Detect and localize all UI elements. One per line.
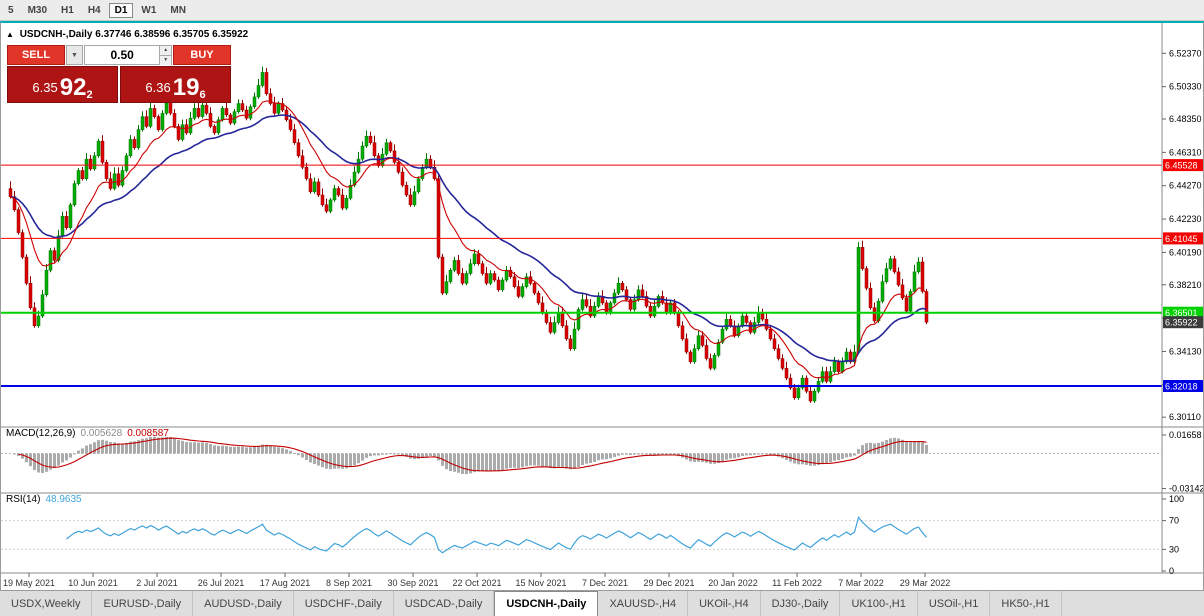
symbol-tab-dj30daily[interactable]: DJ30-,Daily [761,591,841,616]
ohlc-close: 6.35922 [212,29,249,40]
collapse-trade-panel-icon[interactable]: ▲ [6,30,14,39]
date-axis-label: 29 Mar 2022 [900,578,951,588]
main-chart-canvas[interactable]: 6.52370 6.50330 6.48350 6.46310 6.44270 6.422… [1,23,1203,588]
symbol-tab-audusddaily[interactable]: AUDUSD-,Daily [193,591,294,616]
ohlc-open: 6.37746 [95,29,132,40]
symbol-tab-usoilh1[interactable]: USOil-,H1 [918,591,991,616]
timeframe-button-mn[interactable]: MN [170,4,186,16]
sell-price-prefix: 6.35 [32,80,58,95]
buy-price-pips: 19 [172,74,200,101]
timeframe-button-d1[interactable]: D1 [108,2,134,18]
volume-up-button[interactable]: ▲ [160,46,171,56]
rsi-axis-label: 30 [1169,544,1179,554]
macd-signal-value: 0.008587 [127,428,169,439]
ohlc-high: 6.38596 [134,29,171,40]
date-axis-label: 19 May 2021 [3,578,55,588]
price-tag [1163,232,1203,245]
macd-signal-line [18,437,927,472]
symbol-tab-usdcnhdaily[interactable]: USDCNH-,Daily [494,591,599,616]
volume-box: ▲ ▼ [84,45,172,65]
rsi-line [66,516,927,554]
volume-down-button[interactable]: ▼ [160,56,171,65]
symbol-tab-ukoilh4[interactable]: UKOil-,H4 [688,591,761,616]
rsi-axis-label: 100 [1169,494,1184,504]
y-axis-label: 6.42230 [1169,214,1202,224]
order-type-dropdown[interactable]: ▼ [66,45,83,65]
price-tag [1163,159,1203,172]
symbol-tab-usdxweekly[interactable]: USDX,Weekly [0,591,93,616]
date-axis-label: 7 Dec 2021 [582,578,628,588]
date-axis-label: 22 Oct 2021 [452,578,501,588]
macd-axis-label: -0.03142 [1169,484,1203,494]
rsi-axis-label: 0 [1169,566,1174,576]
macd-indicator-label: MACD(12,26,9) 0.005628 0.008587 [6,428,169,439]
sell-price-pips: 92 [59,74,87,101]
price-tag [1163,316,1203,329]
buy-price-point: 6 [199,89,206,101]
symbol-tab-hk50h1[interactable]: HK50-,H1 [990,591,1062,616]
ma-fast-line [10,100,927,379]
macd-histogram [13,436,928,475]
symbol-tab-bar: USDX,Weekly EURUSD-,Daily AUDUSD-,Daily USD… [0,590,1204,616]
macd-name: MACD(12,26,9) [6,428,76,439]
y-axis-label: 6.48350 [1169,114,1202,124]
macd-main-value: 0.005628 [80,428,123,439]
date-axis-label: 30 Sep 2021 [387,578,438,588]
ohlc-low: 6.35705 [173,29,210,40]
symbol-tab-eurusddaily[interactable]: EURUSD-,Daily [92,591,194,616]
timeframe-button-m30[interactable]: M30 [27,4,48,16]
y-axis-label: 6.38210 [1169,280,1202,290]
date-axis-label: 15 Nov 2021 [515,578,566,588]
symbol-tab-usdcaddaily[interactable]: USDCAD-,Daily [394,591,495,616]
rsi-axis-label: 70 [1169,516,1179,526]
price-tag-label: 6.35922 [1165,318,1198,328]
rsi-value: 48.9635 [45,494,82,505]
one-click-trade-panel: SELL ▼ ▲ ▼ BUY 6.35 92 2 6.36 19 6 [7,45,231,103]
y-axis-label: 6.40190 [1169,247,1202,257]
y-axis-label: 6.52370 [1169,48,1202,58]
price-tag [1163,380,1203,392]
date-axis-label: 11 Feb 2022 [772,578,822,588]
timeframe-button-5[interactable]: 5 [8,4,14,16]
buy-price-prefix: 6.36 [145,80,171,95]
y-axis-label: 6.46310 [1169,147,1202,157]
chart-window[interactable]: 6.52370 6.50330 6.48350 6.46310 6.44270 6.422… [0,21,1204,590]
price-tag-label: 6.32018 [1165,381,1198,391]
date-axis-label: 26 Jul 2021 [198,578,245,588]
timeframe-button-w1[interactable]: W1 [141,4,157,16]
buy-button[interactable]: BUY [173,45,231,65]
timeframe-button-h1[interactable]: H1 [61,4,74,16]
y-axis-label: 6.34130 [1169,346,1202,356]
rsi-indicator-label: RSI(14) 48.9635 [6,494,82,505]
sell-price-point: 2 [86,89,93,101]
price-tag-label: 6.41045 [1165,234,1198,244]
macd-axis-label: 0.01658 [1169,430,1202,440]
chart-symbol-label: USDCNH-,Daily [19,29,93,40]
rsi-name: RSI(14) [6,494,41,505]
sell-price-display[interactable]: 6.35 92 2 [7,66,118,103]
timeframe-toolbar: 5 M30 H1 H4 D1 W1 MN [0,0,1204,21]
y-axis-label: 6.30110 [1169,412,1201,422]
symbol-tab-uk100h1[interactable]: UK100-,H1 [840,591,918,616]
price-tag-label: 6.45528 [1165,161,1198,171]
y-axis-label: 6.44270 [1169,181,1202,191]
symbol-tab-usdchfdaily[interactable]: USDCHF-,Daily [294,591,394,616]
buy-price-display[interactable]: 6.36 19 6 [120,66,231,103]
date-axis-label: 20 Jan 2022 [708,578,758,588]
date-axis-label: 17 Aug 2021 [260,578,311,588]
price-tag [1163,306,1203,319]
timeframe-button-h4[interactable]: H4 [87,4,101,16]
date-axis-label: 10 Jun 2021 [68,578,118,588]
volume-input[interactable] [85,46,160,64]
price-tag-label: 6.36501 [1165,308,1198,318]
y-axis-label: 6.50330 [1169,82,1202,92]
date-axis-label: 29 Dec 2021 [643,578,694,588]
symbol-tab-xauusdh4[interactable]: XAUUSD-,H4 [598,591,689,616]
date-axis-label: 2 Jul 2021 [136,578,178,588]
date-axis-label: 7 Mar 2022 [838,578,884,588]
date-axis-label: 8 Sep 2021 [326,578,372,588]
ma-slow-line [10,114,927,363]
sell-button[interactable]: SELL [7,45,65,65]
chart-ohlc-title: ▲ USDCNH-,Daily 6.37746 6.38596 6.35705 … [6,29,248,40]
